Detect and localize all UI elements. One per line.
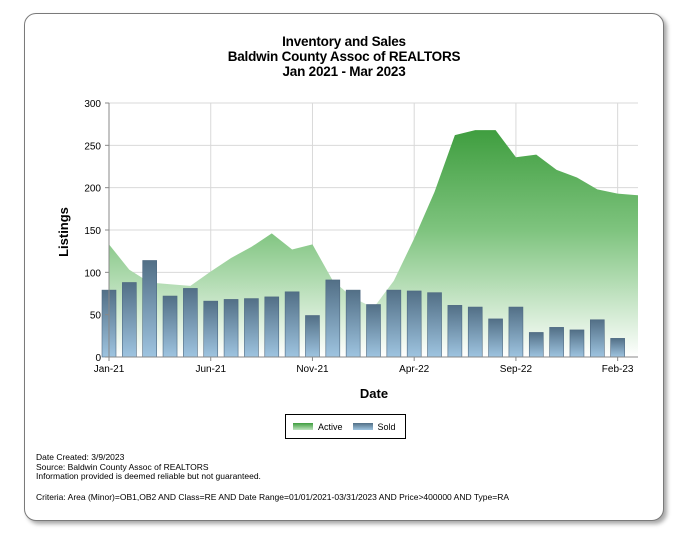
axis-layer: 0 50 100 150 200 250 300 Jan-21 Jun-21 Nov-21 Apr-… (84, 99, 638, 375)
chart-notes: Date Created: 3/9/2023 Source: Baldwin C… (36, 452, 261, 482)
x-tick-label: Apr-22 (399, 364, 429, 375)
sold-bar (223, 299, 239, 358)
chart-title: Inventory and Sales (282, 34, 406, 49)
sold-bar (610, 338, 625, 358)
sold-bar (406, 290, 422, 358)
sold-bar-layer (101, 260, 625, 358)
chart-subtitle-association: Baldwin County Assoc of REALTORS (227, 49, 461, 64)
sold-bar (447, 305, 463, 358)
disclaimer-note: Information provided is deemed reliable … (36, 471, 261, 481)
sold-bar (345, 289, 361, 358)
y-tick-label: 150 (84, 226, 101, 237)
sold-bar (386, 289, 402, 358)
sold-bar (183, 288, 198, 358)
active-area (109, 130, 638, 357)
legend-item-sold: Sold (352, 421, 396, 432)
date-created: Date Created: 3/9/2023 (36, 452, 125, 462)
sold-bar (528, 332, 544, 358)
x-tick-label: Jan-21 (94, 364, 125, 375)
sold-bar (325, 279, 341, 358)
chart-legend: Active Sold (285, 414, 406, 439)
y-tick-label: 0 (95, 353, 101, 364)
y-axis-label: Listings (56, 207, 71, 257)
y-tick-label: 100 (84, 268, 101, 279)
legend-label-sold: Sold (377, 421, 396, 432)
x-tick-label: Jun-21 (195, 364, 226, 375)
source-note: Source: Baldwin County Assoc of REALTORS (36, 461, 209, 472)
sold-bar (244, 298, 259, 358)
x-tick-label: Sep-22 (500, 364, 533, 375)
active-area-layer (109, 130, 638, 357)
y-tick-label: 300 (84, 99, 101, 110)
x-axis-label: Date (360, 386, 388, 401)
sold-bar (467, 306, 483, 358)
sold-bar (162, 295, 178, 358)
sold-bar (264, 296, 280, 358)
legend-item-active: Active (293, 422, 343, 432)
sold-bar (305, 315, 320, 358)
criteria-text: Criteria: Area (Minor)=OB1,OB2 AND Class… (36, 492, 510, 502)
sold-bar (488, 318, 503, 358)
y-tick-label: 250 (84, 141, 101, 152)
sold-bar (590, 319, 605, 358)
sold-bar (122, 282, 137, 358)
sold-bar (427, 292, 442, 358)
sold-bar (549, 327, 564, 358)
sold-bar (508, 306, 524, 358)
sold-bar (366, 304, 381, 358)
chart-titles: Inventory and Sales Baldwin County Assoc… (25, 34, 663, 79)
legend-swatch-sold (352, 423, 373, 430)
legend-swatch-active (293, 423, 313, 430)
x-tick-label: Feb-23 (602, 364, 634, 375)
sold-bar (284, 291, 300, 358)
sold-bar (142, 260, 157, 358)
sold-bar (569, 329, 585, 358)
chart-subtitle-daterange: Jan 2021 - Mar 2023 (282, 64, 406, 79)
legend-label-active: Active (318, 421, 343, 432)
sold-bar (203, 300, 219, 358)
y-tick-label: 200 (84, 184, 101, 195)
y-tick-label: 50 (90, 311, 102, 322)
x-tick-label: Nov-21 (296, 364, 329, 375)
